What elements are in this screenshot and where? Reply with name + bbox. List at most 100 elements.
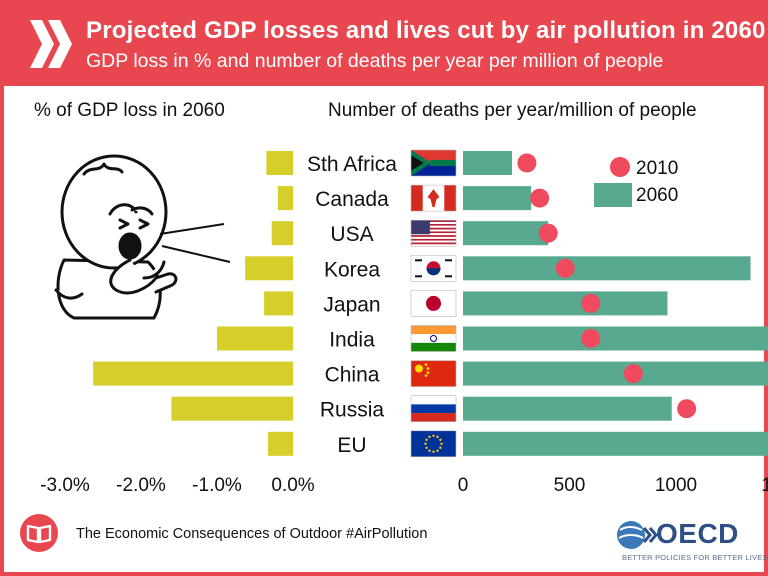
china-flag-icon [410,360,457,387]
flag-part [411,240,456,243]
korea-flag-icon [410,255,457,282]
flag-part [444,185,456,212]
flag-part [411,185,423,212]
flag-part [411,244,456,247]
gdp-bar-india [217,326,293,351]
legend-2010-label: 2010 [636,158,678,179]
gdp-tick-label: -1.0% [192,475,242,496]
flag-part [424,363,428,366]
flag-part [424,374,428,377]
gdp-bar-eu [267,431,293,456]
gdp-tick-label: -2.0% [116,475,166,496]
deaths-2060-bar-korea [463,256,751,281]
flag-part [425,438,428,441]
country-label-india: India [329,329,375,352]
flag-part [440,442,443,445]
deaths-2010-point-korea [555,258,575,278]
flag-part [411,325,456,335]
japan-flag-icon [410,290,457,317]
header-banner: Projected GDP losses and lives cut by ai… [0,0,768,86]
legend-2060-marker [594,183,632,207]
flag-part [439,446,442,449]
legend-2060-label: 2060 [636,185,678,206]
deaths-2060-bar-usa [463,221,549,246]
country-label-eu: EU [337,434,366,457]
chevrons-icon [30,20,72,68]
flag-part [411,334,456,343]
india-flag-icon [410,325,457,352]
gdp-bar-china [93,361,294,386]
deaths-2010-point-russia [677,399,697,419]
flag-part [411,225,456,228]
oecd-logo-icon [617,521,658,549]
flag-part [411,223,456,226]
gdp-panel-title: % of GDP loss in 2060 [34,100,225,121]
flag-part [411,238,456,241]
deaths-2060-bar-japan [463,291,668,316]
flag-part [428,449,431,452]
deaths-tick-label: 500 [554,475,586,496]
eu-flag-icon [410,430,457,458]
country-label-korea: Korea [324,258,380,281]
footer-source: The Economic Consequences of Outdoor #Ai… [76,526,428,542]
gdp-bar-japan [264,291,293,316]
deaths-2010-point-sth-africa [517,153,537,173]
gdp-bar-usa [271,221,293,246]
russia-flag-icon [410,395,457,423]
deaths-2060-bar-russia [463,396,672,421]
country-label-usa: USA [330,223,373,246]
gdp-bar-russia [171,396,293,421]
flag-part [415,364,423,373]
flag-part [445,259,452,262]
gdp-tick-label: 0.0% [271,475,314,496]
flag-part [411,342,456,352]
legend-2010-marker [610,157,630,177]
flag-part [425,446,428,449]
flag-part [426,268,441,276]
flag-part [411,236,456,239]
flag-part [427,189,440,208]
flag-part [432,434,435,437]
deaths-panel-title: Number of deaths per year/million of peo… [328,100,697,121]
book-icon [20,514,58,552]
flag-part [411,229,456,232]
flag-part [415,259,422,262]
canada-flag-icon [410,184,457,212]
flag-part [410,360,457,387]
deaths-2010-point-canada [530,188,550,208]
flag-part [411,360,456,387]
left-border [0,86,4,576]
flag-part [411,404,456,414]
flag-part [424,442,427,445]
country-label-japan: Japan [323,293,380,316]
deaths-2060-bar-india [463,326,768,351]
page-title: Projected GDP losses and lives cut by ai… [86,17,766,44]
south-africa-flag-icon [410,149,457,177]
flag-part [436,435,439,439]
flag-part [426,371,430,374]
country-label-china: China [325,364,380,387]
flag-part [410,325,457,352]
flag-part [415,275,422,278]
coughing-man-illustration [54,154,231,320]
flag-part [411,222,456,224]
gdp-tick-label: -3.0% [40,475,90,496]
deaths-2060-bar-eu [463,431,768,456]
flag-part [426,367,430,370]
flag-part [411,227,456,230]
deaths-2010-point-usa [538,223,558,243]
country-label-sth-africa: Sth Africa [307,153,397,176]
deaths-2010-point-japan [581,293,601,313]
deaths-2060-bar-china [463,361,768,386]
flag-part [429,159,456,167]
deaths-2010-point-india [581,329,601,348]
flag-part [410,149,457,177]
gdp-bar-korea [245,256,293,281]
flag-part [432,450,435,453]
flag-part [445,275,452,278]
flag-part [411,233,456,236]
flag-part [411,242,456,245]
deaths-tick-label: 0 [458,475,469,496]
flag-part [411,155,424,171]
